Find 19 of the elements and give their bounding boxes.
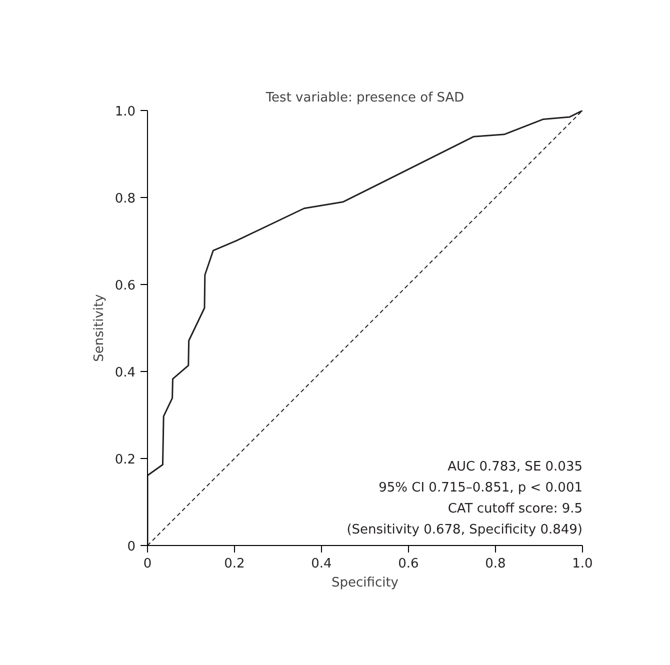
x-axis-title: Specificity: [332, 576, 399, 590]
x-tick-label: 0.8: [485, 556, 506, 572]
annotation: (Sensitivity 0.678, Specificity 0.849): [346, 522, 583, 538]
y-axis-title: Sensitivity: [92, 294, 107, 362]
x-tick-label: 0.6: [398, 556, 419, 572]
annotation: AUC 0.783, SE 0.035: [448, 460, 583, 474]
annotation: 95% CI 0.715–0.851, p < 0.001: [378, 480, 583, 496]
y-tick-label: 1.0: [114, 104, 136, 120]
x-tick-label: 0.2: [224, 556, 245, 572]
chart-title: Test variable: presence of SAD: [264, 90, 464, 106]
y-tick-label: 0.8: [114, 192, 136, 206]
x-tick-label: 1.0: [572, 556, 593, 572]
y-tick-label: 0.2: [114, 452, 136, 468]
y-tick-label: 0.6: [114, 278, 136, 294]
x-tick-label: 0: [143, 556, 152, 572]
annotation: CAT cutoff score: 9.5: [448, 502, 583, 516]
y-tick-label: 0: [127, 540, 136, 554]
x-tick-label: 0.4: [311, 556, 332, 572]
y-tick-label: 0.4: [114, 366, 136, 380]
